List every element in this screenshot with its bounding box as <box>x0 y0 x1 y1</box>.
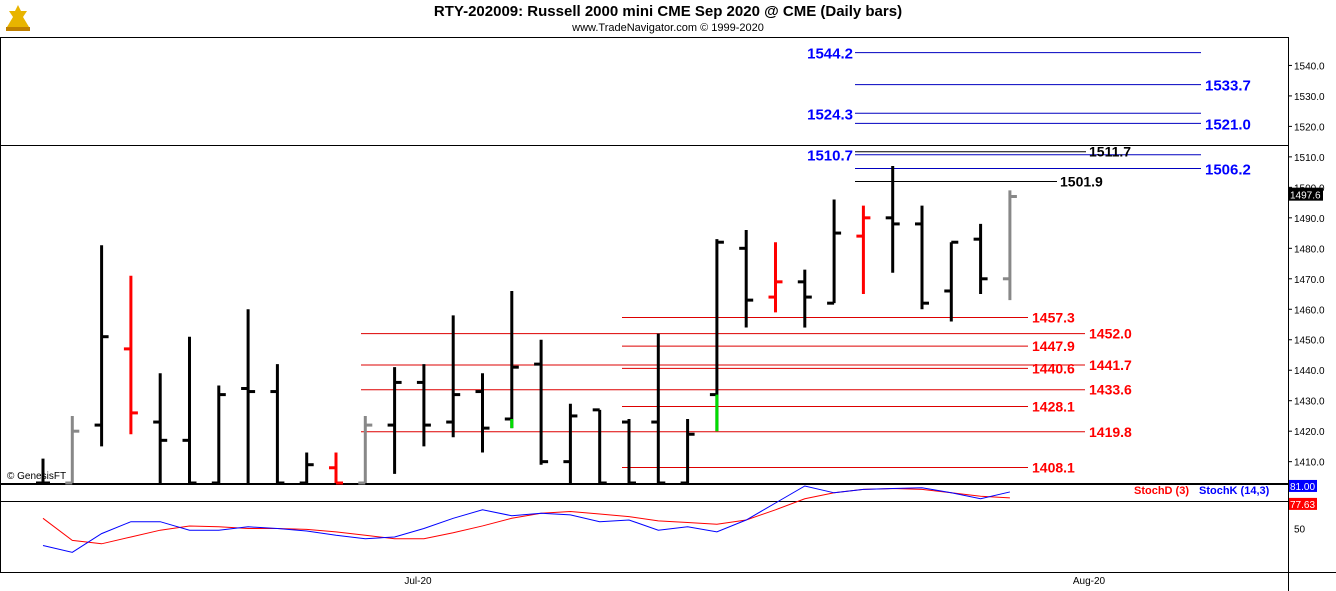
y-tick-label: 1460.0 <box>1294 305 1325 316</box>
ohlc-bar <box>211 385 226 485</box>
blue-level-label: 1521.0 <box>1205 116 1251 133</box>
ohlc-bar <box>36 458 50 485</box>
chart-subtitle: www.TradeNavigator.com © 1999-2020 <box>572 22 764 34</box>
red-level-label: 1447.9 <box>1032 338 1075 354</box>
genesis-logo <box>3 3 33 33</box>
ohlc-bars-layer <box>36 166 1017 485</box>
red-level-label: 1419.8 <box>1089 424 1132 440</box>
ohlc-bar <box>299 452 314 485</box>
ohlc-bar <box>446 315 461 438</box>
price-levels-layer: 1544.2 1533.7 1524.3 1521.0 1510.7 1506.2 1511… <box>361 46 1251 475</box>
ohlc-bar <box>915 205 929 310</box>
x-label-jul: Jul-20 <box>404 576 432 587</box>
stochk-legend: StochK (14,3) <box>1199 485 1270 497</box>
y-tick-label: 1410.0 <box>1294 458 1325 469</box>
ohlc-bar <box>739 230 754 328</box>
ohlc-bar <box>768 242 783 313</box>
stochd-line <box>42 488 1010 545</box>
blue-level-label: 1524.3 <box>807 106 853 123</box>
ohlc-bar <box>241 309 256 483</box>
ohlc-bar <box>387 367 402 474</box>
stoch-value-label: 77.63 <box>1290 500 1315 511</box>
y-tick-label: 1430.0 <box>1294 397 1325 408</box>
last-price-label: 1497.6 <box>1290 191 1321 202</box>
y-tick-label: 1540.0 <box>1294 61 1325 72</box>
chart-title: RTY-202009: Russell 2000 mini CME Sep 20… <box>433 3 903 20</box>
ohlc-bar <box>680 418 695 485</box>
ohlc-bar <box>827 199 842 305</box>
y-tick-label: 1440.0 <box>1294 366 1325 377</box>
stoch-pane-frame <box>0 484 1289 573</box>
red-level-label: 1433.6 <box>1089 382 1132 398</box>
stochastic-layer: 50 77.63 81.00 <box>42 479 1317 553</box>
red-level-label: 1452.0 <box>1089 326 1132 342</box>
blue-level-label: 1533.7 <box>1205 78 1251 95</box>
ohlc-bar <box>329 452 343 485</box>
y-tick-label: 1510.0 <box>1294 153 1325 164</box>
red-level-label: 1441.7 <box>1089 357 1132 373</box>
y-tick-label: 1520.0 <box>1294 122 1325 133</box>
ohlc-bar <box>123 275 138 435</box>
ohlc-bar <box>797 269 812 328</box>
ohlc-bar <box>651 333 666 485</box>
y-tick-label: 1480.0 <box>1294 244 1325 255</box>
ohlc-bar <box>504 290 519 429</box>
ohlc-bar <box>885 166 900 273</box>
price-pane-frame <box>0 37 1289 484</box>
ohlc-bar <box>65 415 80 485</box>
price-axis: 1410.0 1420.0 1430.0 1440.0 1450.0 1460.0 1470… <box>1288 61 1325 469</box>
red-level-label: 1440.6 <box>1032 360 1075 376</box>
ohlc-bar <box>973 223 988 295</box>
ohlc-bar <box>856 205 871 295</box>
red-level-label: 1428.1 <box>1032 398 1075 414</box>
ohlc-bar <box>153 373 168 483</box>
stoch-value-badge <box>1289 479 1317 492</box>
y-tick-label: 1490.0 <box>1294 214 1325 225</box>
last-price-badge <box>1289 187 1323 201</box>
blue-level-label: 1544.2 <box>807 46 853 63</box>
stochd-legend: StochD (3) <box>1134 485 1189 497</box>
stoch-tick-label: 50 <box>1294 525 1306 536</box>
ohlc-bar <box>592 408 607 485</box>
copyright-label: © GenesisFT <box>7 471 66 482</box>
ohlc-bar <box>563 403 578 483</box>
red-level-label: 1457.3 <box>1032 309 1075 325</box>
x-label-aug: Aug-20 <box>1073 576 1106 587</box>
ohlc-bar <box>622 418 636 485</box>
ohlc-bar <box>270 364 285 485</box>
ohlc-bar <box>182 336 197 485</box>
ohlc-bar <box>475 373 490 453</box>
blue-level-label: 1506.2 <box>1205 161 1251 178</box>
black-level-label: 1501.9 <box>1060 174 1103 190</box>
ohlc-bar <box>94 245 109 447</box>
stoch-value-label: 81.00 <box>1290 482 1315 493</box>
ohlc-bar <box>358 415 373 485</box>
red-level-label: 1408.1 <box>1032 459 1075 475</box>
y-tick-label: 1530.0 <box>1294 92 1325 103</box>
stochk-line <box>42 485 1011 553</box>
ohlc-bar <box>1002 190 1017 301</box>
blue-level-label: 1510.7 <box>807 148 853 165</box>
black-level-label: 1511.7 <box>1089 144 1131 160</box>
y-tick-label: 1450.0 <box>1294 336 1325 347</box>
ohlc-bar <box>416 364 431 447</box>
stoch-value-badge <box>1289 497 1317 510</box>
y-tick-label: 1420.0 <box>1294 427 1325 438</box>
ohlc-bar <box>944 240 959 322</box>
ohlc-bar <box>534 339 549 465</box>
y-tick-label: 1470.0 <box>1294 275 1325 286</box>
